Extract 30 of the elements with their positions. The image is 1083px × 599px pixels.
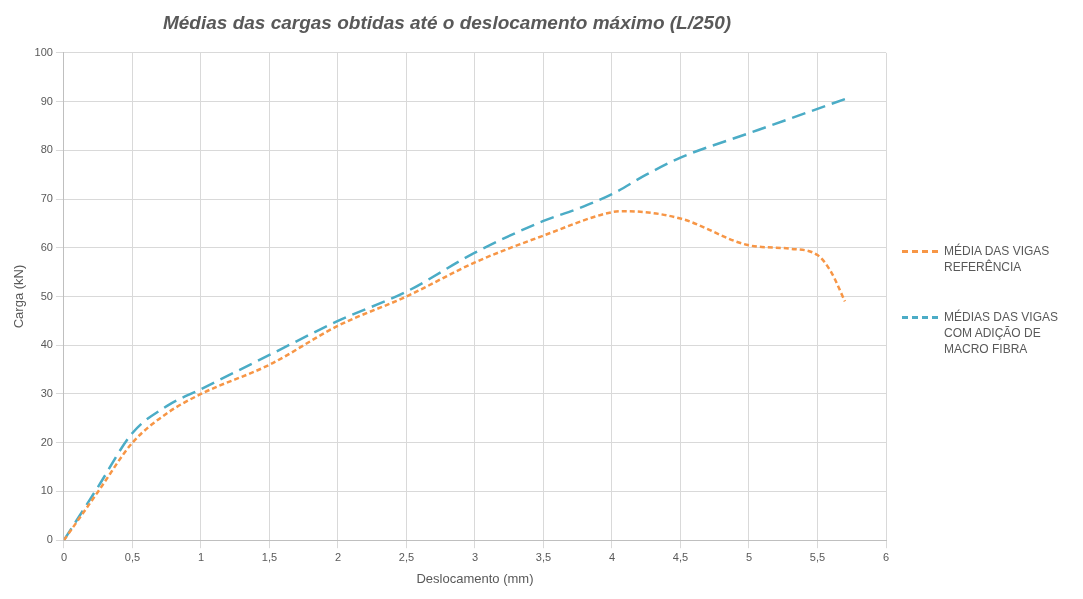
y-tick-label: 30 xyxy=(40,387,53,400)
line-series xyxy=(63,209,847,541)
y-tick-label: 60 xyxy=(40,240,53,253)
y-tick-label: 40 xyxy=(40,338,53,351)
y-tick-label: 10 xyxy=(40,484,53,497)
x-tick-label: 0 xyxy=(60,550,68,563)
legend-label: MÉDIA DAS VIGAS REFERÊNCIA xyxy=(944,242,1051,275)
x-tick-label: 5,5 xyxy=(809,550,826,563)
x-tick-label: 2 xyxy=(334,550,342,563)
y-axis-title: Carga (kN) xyxy=(11,264,27,329)
x-tick-label: 1 xyxy=(197,550,205,563)
chart-title: Médias das cargas obtidas até o deslocamento máximo (L/250) xyxy=(162,11,732,33)
y-tick-label: 90 xyxy=(40,94,53,107)
x-tick-label: 4 xyxy=(608,550,616,563)
y-tick-label: 80 xyxy=(40,143,53,156)
x-axis-title: Deslocamento (mm) xyxy=(416,570,534,586)
y-tick-label: 20 xyxy=(40,435,53,448)
y-tick-label: 70 xyxy=(40,192,53,205)
legend-label: MÉDIAS DAS VIGAS COM ADIÇÃO DE MACRO FIBRA xyxy=(944,308,1060,357)
x-tick-label: 4,5 xyxy=(672,550,689,563)
y-tick-label: 0 xyxy=(46,533,53,546)
x-tick-label: 0,5 xyxy=(124,550,141,563)
x-tick-label: 6 xyxy=(882,550,890,563)
y-tick-label: 100 xyxy=(34,45,53,58)
x-tick-label: 1,5 xyxy=(261,550,278,563)
x-tick-label: 3 xyxy=(471,550,479,563)
x-tick-label: 5 xyxy=(745,550,753,563)
y-tick-label: 50 xyxy=(40,289,53,302)
x-tick-label: 3,5 xyxy=(535,550,552,563)
x-tick-label: 2,5 xyxy=(398,550,415,563)
